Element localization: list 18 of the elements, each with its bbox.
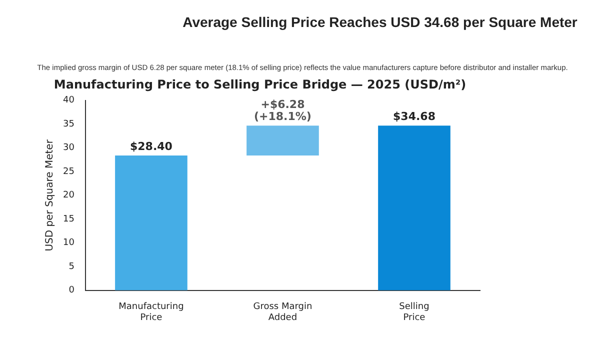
y-tick-label: 10 [63,238,75,248]
x-tick-label: Selling Price [399,302,430,323]
data-label: +$6.28 (+18.1%) [254,98,312,124]
data-label: $34.68 [393,110,436,124]
y-tick-label: 40 [63,96,75,106]
y-axis-title: USD per Square Meter [44,138,56,252]
y-tick-label: 5 [68,262,74,272]
y-tick-label: 20 [63,190,75,201]
x-tick-label: Gross Margin Added [253,302,312,323]
y-tick-label: 0 [68,286,75,296]
y-tick-label: 15 [63,214,74,224]
chart-subtitle: Manufacturing Price to Selling Price Bridge — 2025 (USD/m²) [54,77,466,92]
chart-title: Average Selling Price Reaches USD 34.68 per Square Meter [182,14,578,30]
y-tick-label: 30 [63,143,75,154]
y-tick-label: 25 [63,166,74,177]
y-tick-label: 35 [63,119,74,130]
x-tick-label: Manufacturing Price [118,302,184,323]
data-label: $28.40 [130,140,173,153]
